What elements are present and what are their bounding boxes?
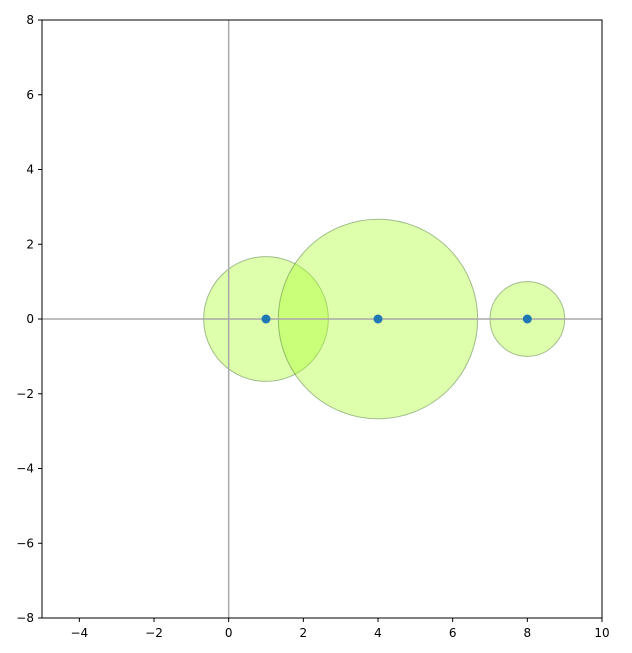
y-tick-label: 8: [26, 13, 34, 27]
x-tick-label: 0: [225, 626, 233, 640]
data-point-2: [373, 314, 383, 324]
x-tick-label: 6: [449, 626, 457, 640]
y-tick-label: −4: [16, 462, 34, 476]
x-tick-label: −4: [70, 626, 88, 640]
y-axis: −8 −6 −4 −2 0 2 4 6 8: [16, 13, 42, 625]
y-tick-label: −2: [16, 387, 34, 401]
x-tick-label: 4: [374, 626, 382, 640]
x-tick-label: 10: [594, 626, 609, 640]
y-tick-label: −6: [16, 536, 34, 550]
reference-lines: [42, 20, 602, 618]
points-layer: [261, 314, 532, 324]
data-point-1: [261, 314, 271, 324]
x-tick-label: 8: [524, 626, 532, 640]
x-tick-label: −2: [145, 626, 163, 640]
x-tick-label: 2: [300, 626, 308, 640]
data-point-3: [522, 314, 532, 324]
y-tick-label: 4: [26, 163, 34, 177]
x-axis: −4 −2 0 2 4 6 8 10: [70, 618, 610, 640]
y-tick-label: 2: [26, 237, 34, 251]
y-tick-label: −8: [16, 611, 34, 625]
y-tick-label: 6: [26, 88, 34, 102]
y-tick-label: 0: [26, 312, 34, 326]
